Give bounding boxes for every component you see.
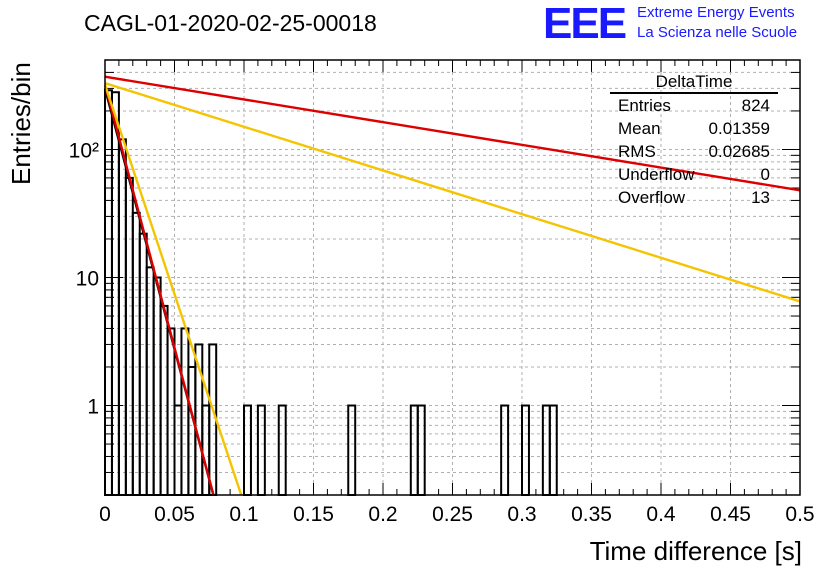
histogram-bin [131,211,141,496]
fit-line [104,81,801,303]
histogram-bin [243,404,252,496]
stats-value: 13 [751,188,770,207]
stats-label: Overflow [618,188,686,207]
logo-caption: Extreme Energy Events La Scienza nelle S… [637,3,797,43]
histogram-bin [145,266,155,496]
x-tick-label: 0.15 [293,503,334,526]
histogram-bin [347,404,357,496]
histogram-bin [277,404,287,496]
histogram-bin [201,404,211,496]
y-axis-label: Entries/bin [6,62,36,185]
histogram-bin [500,404,510,496]
stats-row: RMS 0.02685 [610,140,778,163]
stats-value: 0 [760,165,770,184]
histogram-bin [548,404,558,496]
stats-value: 824 [741,96,770,115]
histogram-bin [409,404,419,496]
stats-label: Underflow [618,165,695,184]
y-tick-label: 10 [76,268,99,291]
eee-logo: EEE [543,0,627,48]
x-tick-label: 0 [99,503,111,526]
x-tick-label: 0.25 [432,503,473,526]
stats-row: Overflow 13 [610,186,778,209]
x-tick-label: 0.1 [229,503,258,526]
y-tick-label: 10² [69,139,99,162]
histogram-bin [124,176,134,496]
fit-line [103,84,243,496]
stats-row: Underflow 0 [610,163,778,186]
stats-label: Entries [618,96,671,115]
stats-title: DeltaTime [610,72,778,94]
x-tick-label: 0.05 [154,503,195,526]
histogram-bin [110,91,120,496]
histogram-bin [541,404,551,496]
x-tick-label: 0.35 [571,503,612,526]
x-tick-label: 0.3 [507,503,536,526]
plot-frame [104,59,801,496]
x-axis-label: Time difference [s] [589,536,802,566]
x-tick-label: 0.5 [785,503,814,526]
stats-row: Mean 0.01359 [610,117,778,140]
logo-caption-line1: Extreme Energy Events [637,4,795,21]
histogram-bin [187,365,197,496]
x-tick-label: 0.45 [710,503,751,526]
x-tick-label: 0.4 [646,503,676,526]
histogram-bin [416,404,426,496]
stats-box: DeltaTime Entries 824 Mean 0.01359 RMS 0.02… [610,72,778,209]
stats-value: 0.01359 [708,119,770,138]
histogram-bin [173,404,183,496]
logo-caption-line2: La Scienza nelle Scuole [637,24,798,41]
histogram-bin [152,276,162,496]
fit-line [103,84,215,496]
histogram-bin [159,304,169,496]
histogram-bin [117,138,127,496]
x-tick-label: 0.2 [368,503,397,526]
histogram-bin [521,404,530,496]
chart-title: CAGL-01-2020-02-25-00018 [84,10,377,36]
histogram-bin [138,232,148,496]
y-tick-label: 1 [87,396,99,419]
histogram-bin [256,404,266,496]
stats-value: 0.02685 [708,142,770,161]
fit-line [104,75,801,192]
stats-label: RMS [618,142,656,161]
stats-row: Entries 824 [610,94,778,117]
stats-label: Mean [618,119,661,138]
